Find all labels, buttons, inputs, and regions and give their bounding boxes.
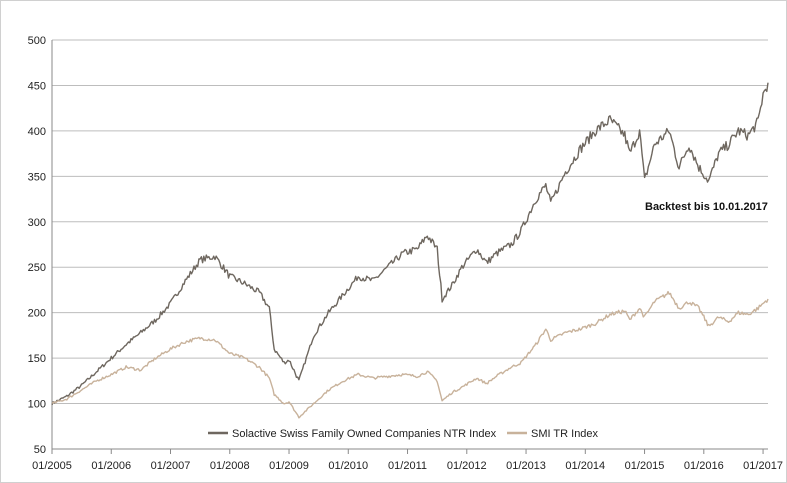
y-tick-label: 200 bbox=[28, 308, 46, 320]
x-tick-label: 01/2017 bbox=[743, 460, 783, 472]
y-tick-label: 500 bbox=[28, 35, 46, 47]
x-tick-label: 01/2013 bbox=[506, 460, 546, 472]
legend-label-1: Solactive Swiss Family Owned Companies N… bbox=[232, 428, 497, 440]
x-tick-label: 01/2016 bbox=[684, 460, 724, 472]
series-line-1 bbox=[51, 82, 769, 406]
x-tick-label: 01/2006 bbox=[91, 460, 131, 472]
y-tick-label: 400 bbox=[28, 126, 46, 138]
series-line-2 bbox=[51, 290, 769, 419]
y-axis: 50 100 150 200 250 300 350 400 450 500 bbox=[28, 35, 53, 456]
y-tick-label: 150 bbox=[28, 353, 46, 365]
x-tick-label: 01/2009 bbox=[269, 460, 309, 472]
x-tick-label: 01/2005 bbox=[32, 460, 72, 472]
y-tick-label: 450 bbox=[28, 80, 46, 92]
x-tick-label: 01/2008 bbox=[210, 460, 250, 472]
x-tick-label: 01/2011 bbox=[388, 460, 427, 472]
y-tick-label: 350 bbox=[28, 171, 46, 183]
x-tick-label: 01/2012 bbox=[447, 460, 487, 472]
y-tick-label: 100 bbox=[28, 399, 46, 411]
x-tick-label: 01/2007 bbox=[151, 460, 191, 472]
series-layer bbox=[51, 82, 769, 419]
x-tick-label: 01/2015 bbox=[625, 460, 665, 472]
x-axis: 01/2005 01/2006 01/2007 01/2008 01/2009 01/20… bbox=[32, 448, 783, 472]
legend: Solactive Swiss Family Owned Companies N… bbox=[208, 428, 599, 440]
legend-label-2: SMI TR Index bbox=[531, 428, 599, 440]
x-tick-label: 01/2010 bbox=[328, 460, 368, 472]
backtest-annotation: Backtest bis 10.01.2017 bbox=[645, 201, 768, 213]
y-tick-label: 300 bbox=[28, 217, 46, 229]
x-tick-label: 01/2014 bbox=[565, 460, 605, 472]
y-tick-label: 250 bbox=[28, 262, 46, 274]
y-tick-label: 50 bbox=[34, 444, 46, 456]
gridlines bbox=[52, 39, 768, 450]
